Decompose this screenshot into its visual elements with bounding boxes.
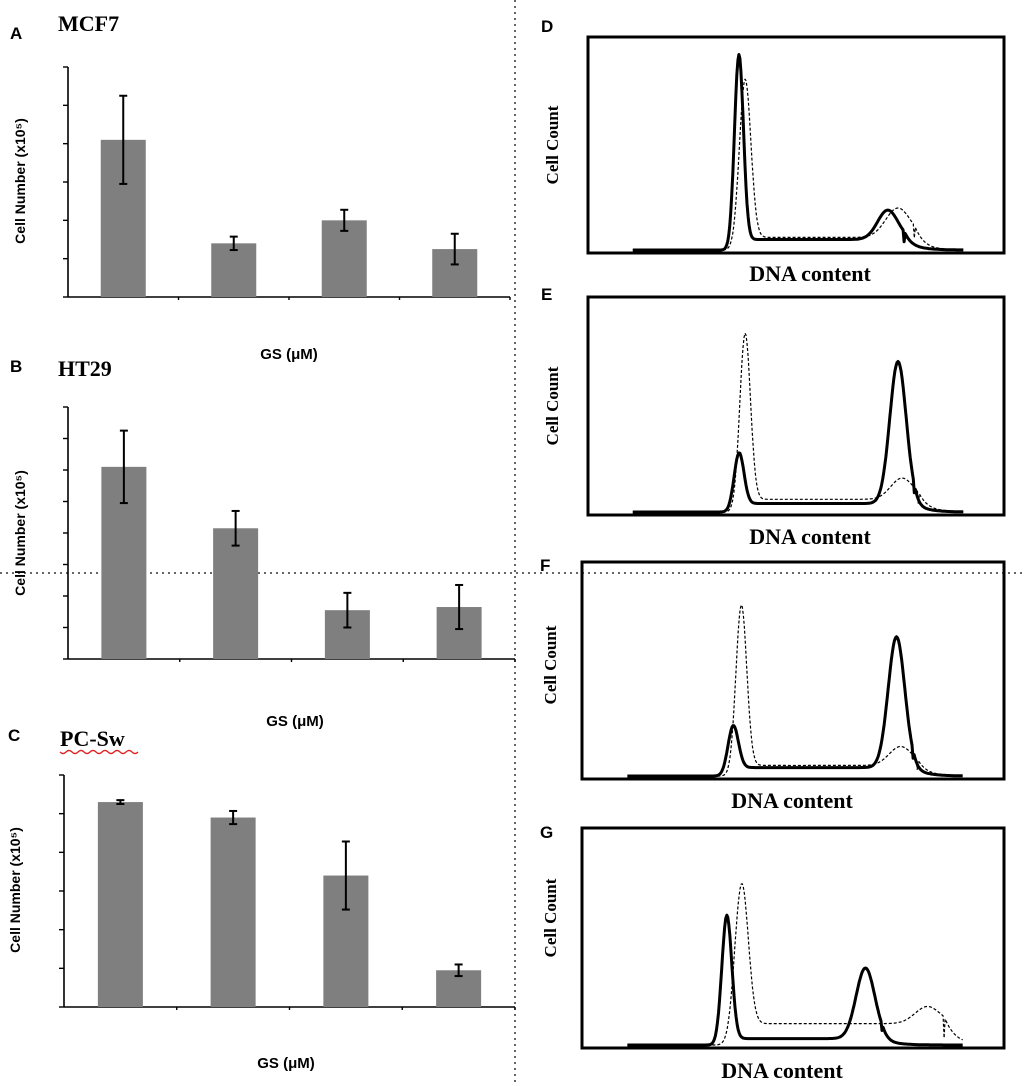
- chart-title: HT29: [58, 356, 112, 381]
- y-axis-label: Cell Number (x10⁵): [12, 470, 28, 596]
- histogram-line-control: [632, 332, 964, 513]
- bar-chart-pc-sw: C PC-Sw Cell Number (x10⁵) GS (μM): [7, 726, 516, 1072]
- plot-area: [626, 883, 964, 1047]
- plot-frame: [586, 295, 1006, 517]
- bar: [213, 528, 259, 659]
- panel-letter-b: B: [10, 357, 22, 376]
- histogram-line-treated: [632, 53, 964, 252]
- y-axis-label: Cell Number (x10⁵): [7, 827, 23, 953]
- bar: [97, 802, 143, 1007]
- histogram-line-control: [627, 604, 963, 777]
- plot-area: [626, 604, 964, 778]
- panel-letter-c: C: [8, 726, 20, 745]
- panel-letter-f: F: [540, 556, 550, 575]
- histogram-line-treated: [626, 913, 964, 1047]
- bar: [211, 243, 257, 297]
- histogram-line-control: [632, 78, 964, 251]
- x-axis-label: GS (μM): [260, 346, 318, 363]
- histogram-d: D Cell Count DNA content: [541, 17, 1006, 286]
- plot-area: [632, 53, 964, 252]
- x-axis-label: DNA content: [731, 788, 853, 813]
- plot-area: [59, 774, 516, 1010]
- spellcheck-underline: [59, 749, 139, 755]
- plot-frame: [580, 560, 1006, 781]
- plot-area: [63, 406, 516, 662]
- panel-letter-a: A: [10, 24, 22, 43]
- y-axis-label: Cell Count: [541, 878, 560, 957]
- y-axis-label: Cell Count: [541, 625, 560, 704]
- chart-title: PC-Sw: [60, 726, 125, 751]
- y-axis-label: Cell Count: [543, 105, 562, 184]
- plot-area: [63, 66, 511, 300]
- plot-frame: [586, 35, 1006, 255]
- chart-title: MCF7: [58, 11, 119, 36]
- y-axis-label: Cell Number (x10⁵): [12, 118, 28, 244]
- panel-letter-d: D: [541, 17, 553, 36]
- plot-frame: [580, 826, 1006, 1050]
- plot-area: [632, 332, 964, 514]
- x-axis-label: GS (μM): [266, 713, 324, 730]
- bar: [321, 220, 367, 297]
- histogram-g: G Cell Count DNA content: [540, 823, 1006, 1083]
- panel-letter-g: G: [540, 823, 553, 842]
- bar-chart-mcf7: A MCF7 Cell Number (x10⁵) GS (μM): [10, 11, 511, 363]
- histogram-line-treated: [626, 635, 964, 778]
- panel-letter-e: E: [541, 285, 552, 304]
- x-axis-label: DNA content: [749, 524, 871, 549]
- histogram-line-control: [627, 883, 963, 1046]
- histogram-f: F Cell Count DNA content: [540, 556, 1006, 813]
- histogram-line-treated: [632, 360, 964, 514]
- x-axis-label: DNA content: [721, 1058, 843, 1083]
- y-axis-label: Cell Count: [543, 366, 562, 445]
- x-axis-label: GS (μM): [257, 1055, 315, 1072]
- bar-chart-ht29: B HT29 Cell Number (x10⁵) GS (μM): [10, 356, 516, 730]
- histogram-e: E Cell Count DNA content: [541, 285, 1006, 549]
- bar: [210, 817, 256, 1007]
- x-axis-label: DNA content: [749, 261, 871, 286]
